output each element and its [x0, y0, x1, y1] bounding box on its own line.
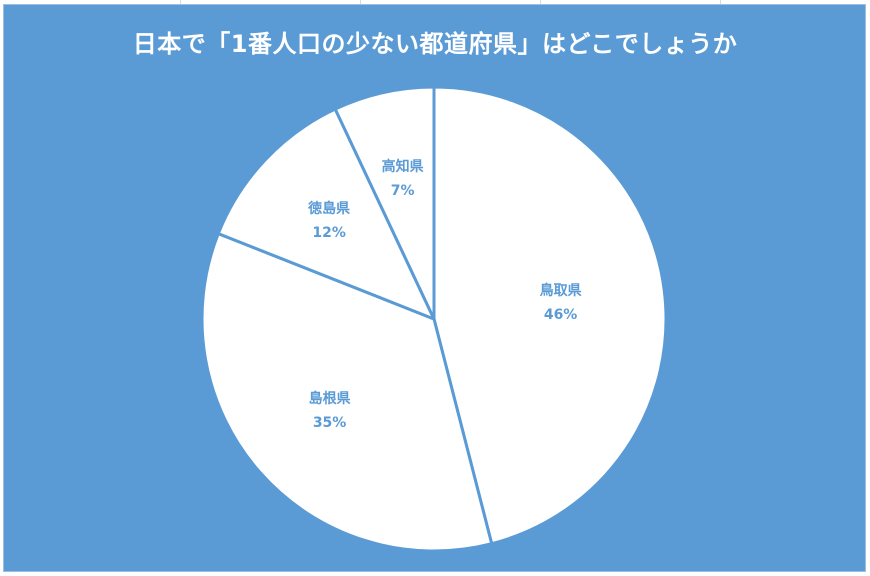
sheet-gridline — [720, 0, 721, 4]
slice-name: 徳島県 — [308, 200, 351, 217]
slice-label-kochi: 高知県 7% — [382, 155, 424, 203]
slice-name: 高知県 — [381, 158, 424, 175]
pie-slice[interactable] — [200, 232, 494, 553]
sheet-gridline — [360, 0, 361, 4]
sheet-gridline — [540, 0, 541, 4]
pie-slice[interactable] — [216, 107, 436, 321]
pie-slice[interactable] — [432, 85, 668, 546]
pie-slice[interactable] — [333, 85, 436, 321]
slice-name: 鳥取県 — [539, 283, 582, 299]
chart-title: 日本で「1番人口の少ない都道府県」はどこでしょうか — [132, 30, 738, 58]
slice-percent: 12% — [312, 224, 346, 241]
slice-percent: 35% — [312, 415, 347, 432]
slice-label-tokushima: 徳島県 12% — [308, 197, 350, 245]
slice-percent: 7% — [390, 182, 415, 199]
slice-percent: 46% — [543, 307, 578, 323]
slice-label-shimane: 島根県 35% — [309, 387, 351, 435]
slice-label-tottori: 鳥取県 46% — [540, 279, 582, 327]
slice-name: 島根県 — [308, 391, 351, 408]
sheet-gridline — [180, 0, 181, 4]
